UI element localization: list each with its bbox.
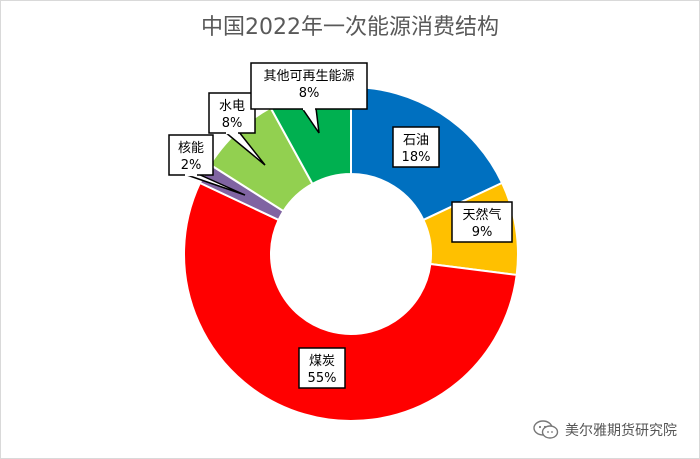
- data-label-name-4: 水电: [219, 99, 245, 114]
- data-label-value-3: 2%: [181, 158, 202, 173]
- data-label-name-2: 煤炭: [309, 354, 335, 369]
- chart-title: 中国2022年一次能源消费结构: [201, 15, 499, 40]
- data-label-name-5: 其他可再生能源: [263, 69, 354, 84]
- data-label-name-3: 核能: [178, 141, 204, 156]
- data-label-3: 核能 2%: [168, 134, 246, 196]
- pie-slice-2: [183, 181, 518, 422]
- data-label-value-0: 18%: [402, 150, 431, 165]
- data-label-4: 水电 8%: [208, 92, 266, 166]
- data-label-0: 石油 18%: [392, 126, 440, 168]
- data-label-1: 天然气 9%: [451, 201, 513, 243]
- wechat-icon: [533, 420, 559, 439]
- data-label-2: 煤炭 55%: [298, 347, 346, 389]
- data-label-value-5: 8%: [299, 86, 320, 101]
- data-label-name-0: 石油: [403, 133, 429, 148]
- watermark-text: 美尔雅期货研究院: [565, 423, 677, 439]
- data-label-value-4: 8%: [222, 116, 243, 131]
- data-label-value-1: 9%: [472, 225, 493, 240]
- data-label-5: 其他可再生能源 8%: [250, 62, 368, 134]
- data-label-value-2: 55%: [308, 371, 337, 386]
- data-label-name-1: 天然气: [462, 207, 501, 223]
- watermark: 美尔雅期货研究院: [533, 420, 677, 440]
